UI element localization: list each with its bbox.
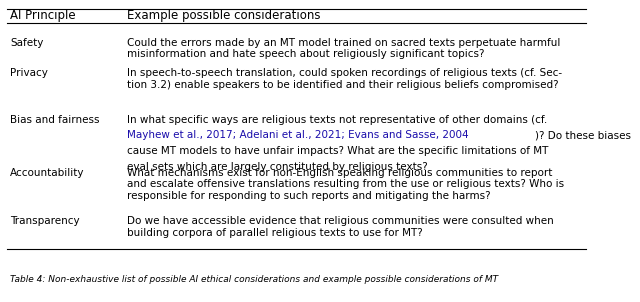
Text: Mayhew et al., 2017; Adelani et al., 2021; Evans and Sasse, 2004: Mayhew et al., 2017; Adelani et al., 202… [127, 130, 469, 140]
Text: eval sets which are largely constituted by religious texts?: eval sets which are largely constituted … [127, 162, 428, 172]
Text: What mechanisms exist for non-English speaking religious communities to report
a: What mechanisms exist for non-English sp… [127, 168, 564, 201]
Text: Do we have accessible evidence that religious communities were consulted when
bu: Do we have accessible evidence that reli… [127, 216, 554, 238]
Text: Safety: Safety [10, 38, 44, 48]
Text: In speech-to-speech translation, could spoken recordings of religious texts (cf.: In speech-to-speech translation, could s… [127, 68, 563, 90]
Text: In what specific ways are religious texts not representative of other domains (c: In what specific ways are religious text… [127, 115, 547, 125]
Text: Could the errors made by an MT model trained on sacred texts perpetuate harmful
: Could the errors made by an MT model tra… [127, 38, 561, 59]
Text: Bias and fairness: Bias and fairness [10, 115, 100, 125]
Text: cause MT models to have unfair impacts? What are the specific limitations of MT: cause MT models to have unfair impacts? … [127, 146, 548, 156]
Text: )? Do these biases: )? Do these biases [535, 130, 631, 140]
Text: Accountability: Accountability [10, 168, 84, 178]
Text: Transparency: Transparency [10, 216, 80, 226]
Text: Privacy: Privacy [10, 68, 48, 78]
Text: AI Principle: AI Principle [10, 9, 76, 22]
Text: Table 4: Non-exhaustive list of possible AI ethical considerations and example p: Table 4: Non-exhaustive list of possible… [10, 275, 498, 284]
Text: Example possible considerations: Example possible considerations [127, 9, 321, 22]
